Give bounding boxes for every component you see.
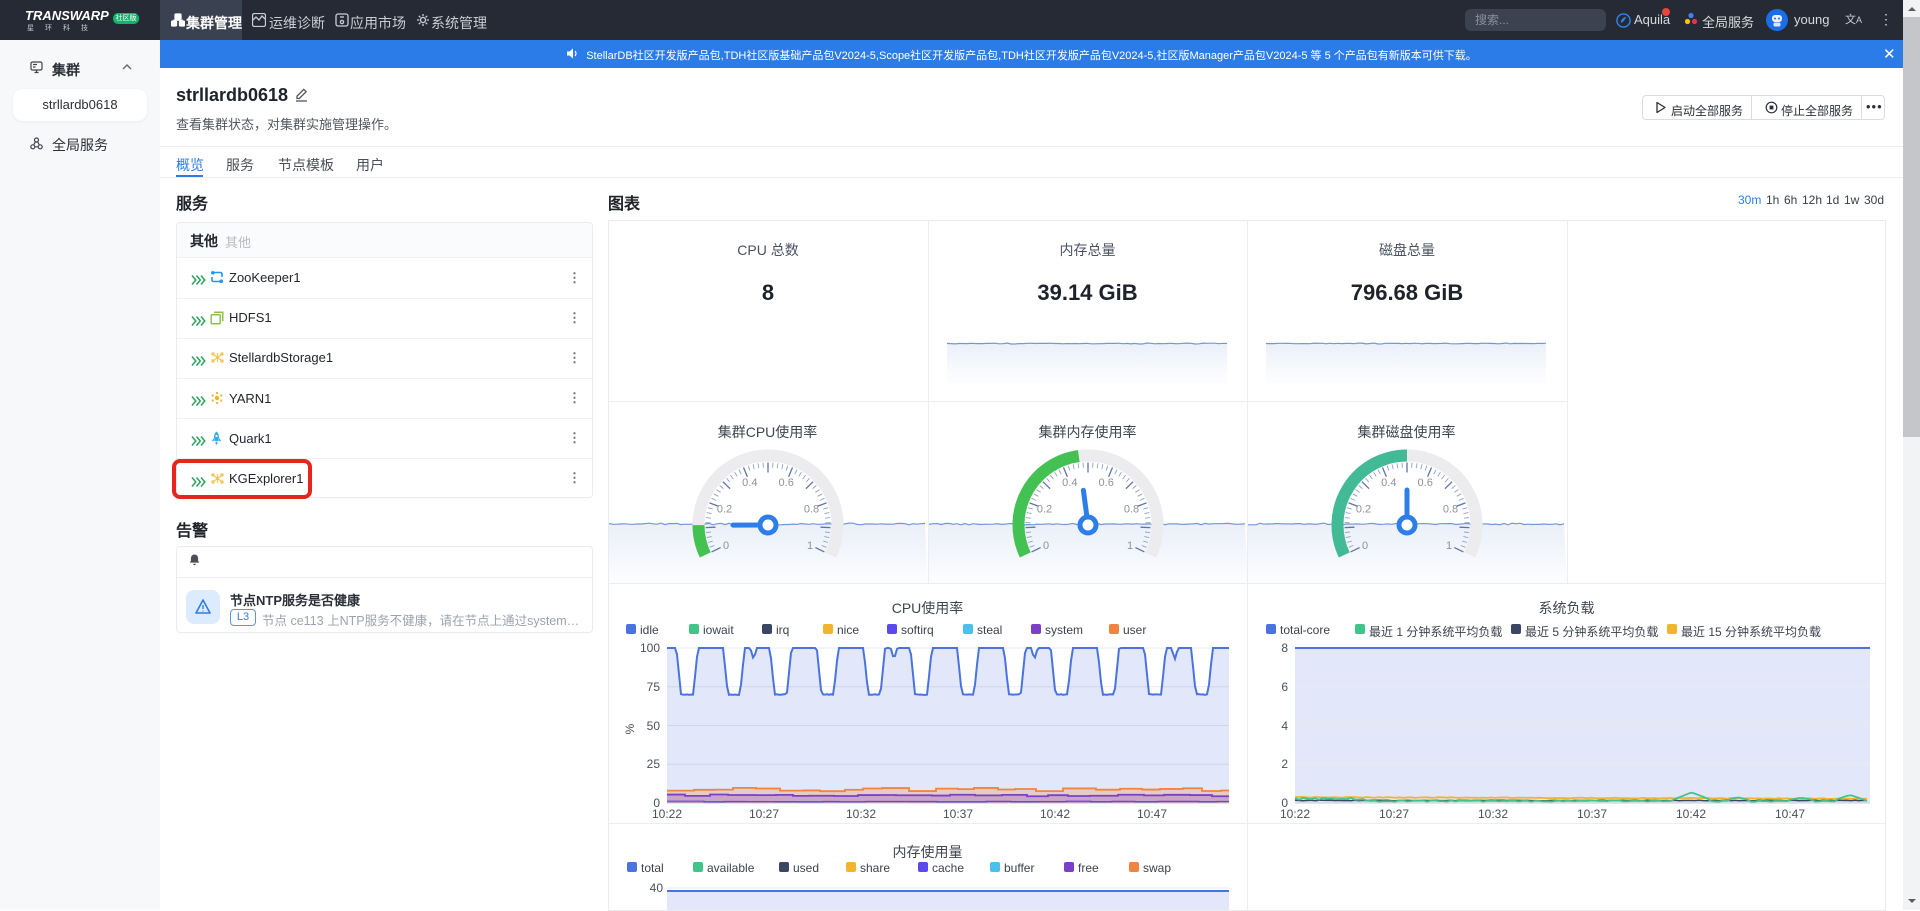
svg-text:10:42: 10:42 — [1040, 807, 1070, 821]
svg-text:2: 2 — [1281, 757, 1288, 771]
svg-text:10:27: 10:27 — [1379, 807, 1409, 821]
svg-text:10:37: 10:37 — [943, 807, 973, 821]
svg-text:%: % — [623, 723, 637, 734]
svg-text:10:22: 10:22 — [1280, 807, 1310, 821]
svg-text:6: 6 — [1281, 680, 1288, 694]
svg-text:4: 4 — [1281, 719, 1288, 733]
svg-text:100: 100 — [640, 641, 660, 655]
svg-text:40: 40 — [650, 881, 664, 895]
svg-text:10:32: 10:32 — [1478, 807, 1508, 821]
svg-text:10:32: 10:32 — [846, 807, 876, 821]
svg-text:50: 50 — [647, 719, 661, 733]
svg-text:10:37: 10:37 — [1577, 807, 1607, 821]
svg-text:10:47: 10:47 — [1775, 807, 1805, 821]
svg-text:8: 8 — [1281, 641, 1288, 655]
svg-text:25: 25 — [647, 757, 661, 771]
svg-text:10:27: 10:27 — [749, 807, 779, 821]
svg-text:10:47: 10:47 — [1137, 807, 1167, 821]
svg-text:75: 75 — [647, 680, 661, 694]
svg-text:10:22: 10:22 — [652, 807, 682, 821]
svg-text:10:42: 10:42 — [1676, 807, 1706, 821]
